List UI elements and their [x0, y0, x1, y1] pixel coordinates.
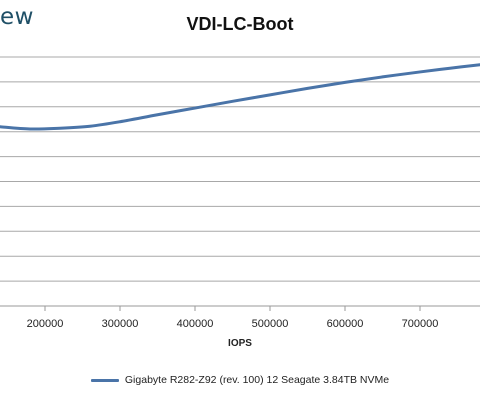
brand-logo: ew: [0, 4, 34, 30]
x-tick-label: 600000: [327, 318, 364, 330]
x-axis-ticks: 200000 300000 400000 500000 600000 700000: [27, 306, 439, 330]
x-axis-label: IOPS: [228, 338, 252, 349]
x-tick-label: 300000: [102, 318, 139, 330]
x-tick-label: 200000: [27, 318, 64, 330]
legend: Gigabyte R282-Z92 (rev. 100) 12 Seagate …: [0, 374, 480, 386]
series-line: [0, 63, 480, 131]
x-tick-label: 500000: [252, 318, 289, 330]
grid-lines: [0, 56, 480, 307]
chart-title: VDI-LC-Boot: [186, 14, 294, 34]
x-tick-label: 700000: [402, 318, 439, 330]
series-layer: [0, 63, 480, 131]
legend-swatch: [90, 378, 119, 382]
legend-label: Gigabyte R282-Z92 (rev. 100) 12 Seagate …: [124, 374, 390, 386]
x-tick-label: 400000: [177, 318, 214, 330]
